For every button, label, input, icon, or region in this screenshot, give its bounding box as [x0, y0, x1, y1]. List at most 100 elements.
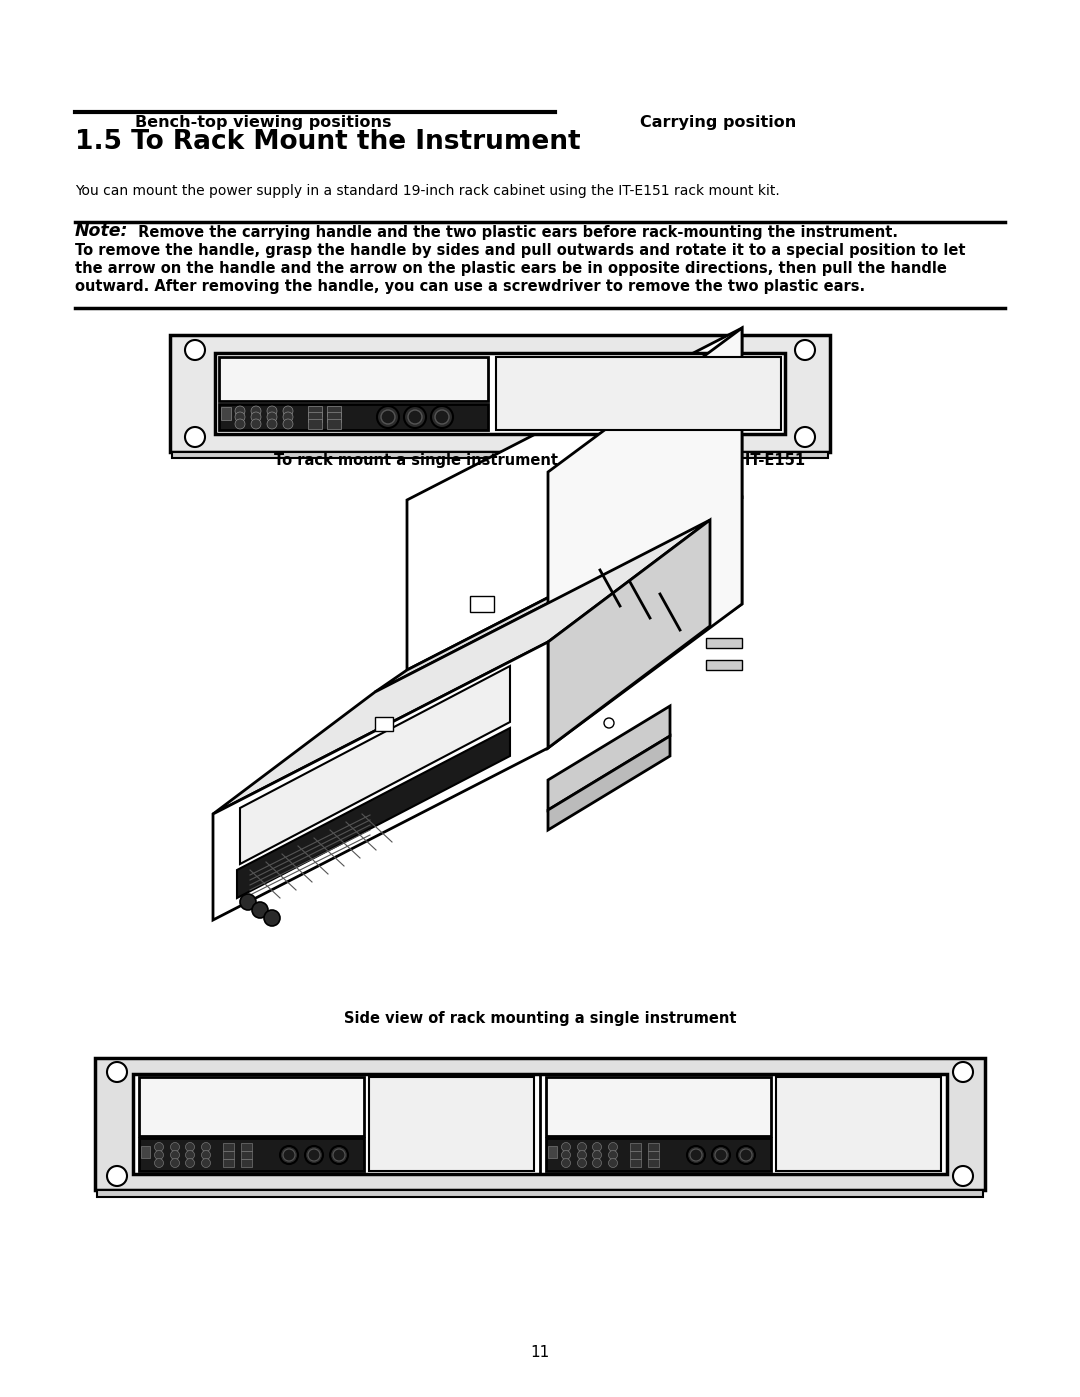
Circle shape	[107, 1062, 127, 1083]
Circle shape	[578, 1151, 586, 1160]
Circle shape	[154, 1143, 163, 1151]
Text: 1.5 To Rack Mount the Instrument: 1.5 To Rack Mount the Instrument	[75, 129, 581, 155]
Bar	[95, 1058, 985, 1190]
Bar	[241, 1160, 252, 1166]
Circle shape	[283, 407, 293, 416]
Bar	[548, 1146, 557, 1158]
Bar	[215, 353, 785, 434]
Circle shape	[283, 1148, 295, 1161]
Bar	[777, 1077, 941, 1171]
Circle shape	[154, 1158, 163, 1168]
Bar	[706, 638, 742, 648]
Circle shape	[593, 1151, 602, 1160]
Text: Note:: Note:	[75, 222, 129, 240]
Bar	[170, 335, 831, 453]
Text: You can mount the power supply in a standard 19-inch rack cabinet using the IT-E: You can mount the power supply in a stan…	[75, 184, 780, 198]
Bar	[133, 1074, 947, 1173]
Text: Remove the carrying handle and the two plastic ears before rack-mounting the ins: Remove the carrying handle and the two p…	[133, 225, 897, 240]
Bar	[308, 407, 322, 416]
Circle shape	[305, 1146, 323, 1164]
Text: To remove the handle, grasp the handle by sides and pull outwards and rotate it : To remove the handle, grasp the handle b…	[75, 243, 966, 258]
Text: Bench-top viewing positions: Bench-top viewing positions	[135, 115, 391, 130]
Circle shape	[235, 412, 245, 422]
Polygon shape	[407, 328, 742, 671]
Bar	[648, 1151, 659, 1160]
Circle shape	[267, 419, 276, 429]
Bar	[139, 1139, 364, 1171]
Bar	[219, 404, 488, 430]
Bar	[630, 1160, 642, 1166]
Circle shape	[593, 1158, 602, 1168]
Text: To rack mount a single instrument, order rack mount kit IT-E151: To rack mount a single instrument, order…	[274, 453, 806, 468]
Circle shape	[267, 412, 276, 422]
Bar	[172, 453, 828, 458]
Bar	[139, 1077, 364, 1136]
Circle shape	[235, 419, 245, 429]
Circle shape	[171, 1158, 179, 1168]
Polygon shape	[375, 497, 742, 692]
Circle shape	[235, 407, 245, 416]
Bar	[648, 1160, 659, 1166]
Circle shape	[202, 1151, 211, 1160]
Circle shape	[186, 1151, 194, 1160]
Polygon shape	[548, 705, 670, 810]
Circle shape	[186, 1143, 194, 1151]
Bar	[97, 1190, 983, 1197]
Bar	[219, 358, 488, 401]
Circle shape	[712, 1146, 730, 1164]
Bar	[327, 407, 341, 416]
Bar	[327, 419, 341, 429]
Circle shape	[578, 1158, 586, 1168]
Circle shape	[737, 1146, 755, 1164]
Circle shape	[687, 1146, 705, 1164]
Text: Carrying position: Carrying position	[640, 115, 796, 130]
Bar	[630, 1143, 642, 1151]
Circle shape	[251, 412, 261, 422]
Circle shape	[185, 339, 205, 360]
Circle shape	[690, 1148, 702, 1161]
Bar	[369, 1077, 534, 1171]
Circle shape	[267, 407, 276, 416]
Text: Side view of rack mounting a single instrument: Side view of rack mounting a single inst…	[343, 1011, 737, 1025]
Bar	[308, 419, 322, 429]
Polygon shape	[237, 728, 510, 898]
Text: 11: 11	[530, 1345, 550, 1361]
Circle shape	[202, 1143, 211, 1151]
Bar	[222, 1143, 234, 1151]
Bar	[222, 1151, 234, 1160]
Circle shape	[171, 1143, 179, 1151]
Polygon shape	[548, 736, 670, 830]
Circle shape	[381, 409, 395, 425]
Bar	[375, 717, 393, 731]
Bar	[630, 1151, 642, 1160]
Circle shape	[280, 1146, 298, 1164]
Circle shape	[333, 1148, 345, 1161]
Bar	[241, 1151, 252, 1160]
Polygon shape	[240, 666, 510, 863]
Bar	[546, 1139, 771, 1171]
Circle shape	[330, 1146, 348, 1164]
Circle shape	[252, 902, 268, 918]
Circle shape	[107, 1166, 127, 1186]
Bar	[308, 412, 322, 422]
Circle shape	[608, 1158, 618, 1168]
Circle shape	[740, 1148, 752, 1161]
Circle shape	[953, 1166, 973, 1186]
Circle shape	[408, 409, 422, 425]
Circle shape	[154, 1151, 163, 1160]
Bar	[648, 1143, 659, 1151]
Circle shape	[202, 1158, 211, 1168]
Text: the arrow on the handle and the arrow on the plastic ears be in opposite directi: the arrow on the handle and the arrow on…	[75, 261, 947, 277]
Circle shape	[593, 1143, 602, 1151]
Circle shape	[795, 427, 815, 447]
Bar	[241, 1143, 252, 1151]
Circle shape	[251, 407, 261, 416]
Circle shape	[715, 1148, 727, 1161]
Circle shape	[185, 427, 205, 447]
Bar	[546, 1077, 771, 1136]
Bar	[496, 358, 781, 430]
Circle shape	[953, 1062, 973, 1083]
Circle shape	[604, 718, 615, 728]
Circle shape	[578, 1143, 586, 1151]
Circle shape	[562, 1143, 570, 1151]
